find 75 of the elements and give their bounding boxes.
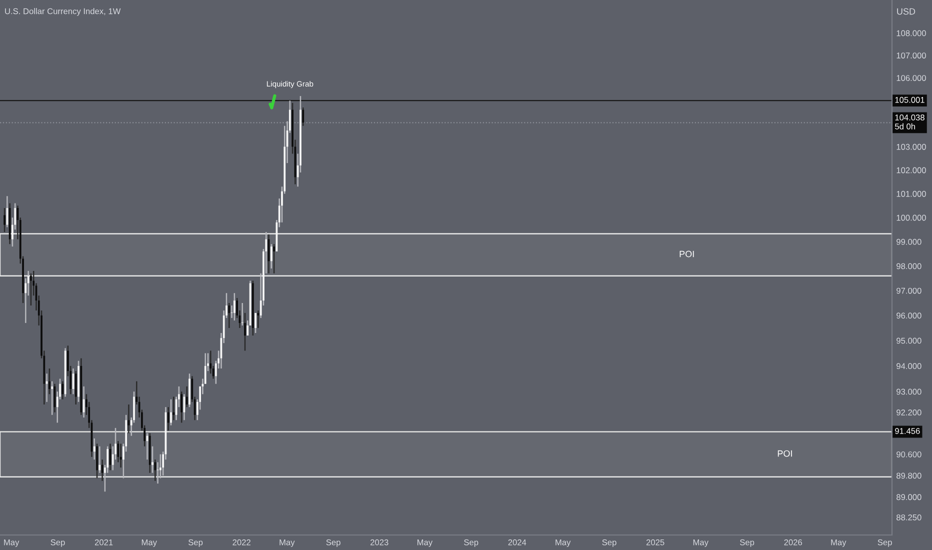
x-tick-label: Sep (602, 539, 616, 547)
candlestick (51, 380, 54, 416)
candlestick (154, 458, 156, 482)
x-tick-label: May (280, 539, 295, 547)
x-tick-label: Sep (188, 539, 203, 547)
candlestick (270, 243, 272, 270)
y-tick-label: 92.200 (896, 409, 922, 416)
candlestick (98, 446, 101, 474)
ref-line-label: 105.001 (895, 96, 924, 103)
x-tick-label: Sep (50, 539, 65, 547)
y-tick-label: 93.000 (896, 388, 922, 395)
ref-line-label: 91.456 (895, 428, 920, 434)
candlestick (152, 446, 154, 474)
y-tick-label: 97.000 (896, 288, 922, 294)
y-tick-label: 90.600 (896, 451, 922, 458)
x-tick-label: Sep (740, 539, 754, 547)
x-tick-label: 2025 (646, 539, 664, 546)
x-tick-label: 2024 (508, 539, 526, 546)
candlestick (233, 292, 236, 322)
candlestick (180, 390, 183, 424)
band-label: POI (778, 450, 792, 457)
candlestick (46, 372, 48, 403)
candlestick (74, 370, 77, 406)
x-tick-label: 2023 (370, 539, 388, 546)
y-tick-label: 89.000 (896, 494, 922, 500)
y-tick-label: 107.000 (896, 52, 926, 58)
y-tick-label: 102.000 (896, 167, 926, 174)
candlestick (48, 368, 50, 395)
candlestick (93, 438, 96, 460)
y-tick-label: 95.000 (896, 338, 922, 344)
candlestick (302, 106, 304, 126)
x-tick-label: May (556, 539, 571, 547)
x-tick-label: May (693, 539, 708, 547)
candlestick (228, 302, 230, 329)
candlestick (4, 207, 6, 233)
candlestick (188, 372, 190, 408)
candlestick (167, 406, 170, 432)
text: U.S. Dollar Currency Index, 1W (5, 8, 121, 16)
candlestick (30, 272, 32, 306)
candlestick (186, 386, 188, 408)
candlestick (96, 443, 98, 479)
candlestick (210, 350, 212, 374)
y-tick-label: 100.000 (896, 214, 926, 221)
x-tick-label: May (417, 539, 433, 547)
y-tick-label: 94.000 (896, 363, 922, 370)
y-tick-label: 103.000 (896, 144, 926, 150)
x-tick-label: Sep (878, 539, 892, 547)
x-tick-label: May (4, 539, 20, 547)
x-tick-label: 2022 (232, 539, 250, 546)
candlestick (172, 396, 175, 421)
x-tick-label: May (142, 539, 157, 547)
y-tick-label: 88.250 (896, 514, 922, 520)
candlestick (170, 398, 172, 426)
y-tick-label: 99.000 (896, 238, 922, 245)
x-tick-label: Sep (326, 539, 340, 547)
x-tick-label: 2026 (784, 539, 802, 546)
y-tick-label: 106.000 (896, 75, 926, 81)
y-tick-label: 96.000 (896, 312, 922, 319)
y-tick-label: 108.000 (896, 30, 926, 36)
y-tick-label: 98.000 (896, 263, 922, 270)
x-tick-label: 2021 (94, 539, 113, 546)
band-label: POI (680, 250, 694, 258)
y-tick-label: 89.800 (896, 472, 922, 479)
x-tick-label: May (831, 539, 846, 547)
candlestick (78, 360, 80, 403)
ref-line-label: 104.038 5d 0h (895, 114, 924, 130)
y-axis-title: USD (897, 8, 916, 15)
y-tick-label: 101.000 (896, 190, 926, 197)
candlestick (254, 312, 256, 334)
candlestick (244, 312, 246, 352)
candlestick (241, 302, 244, 326)
candlestick (6, 195, 8, 228)
candlestick (62, 380, 64, 400)
x-tick-label: Sep (464, 539, 478, 547)
candlestick (273, 243, 275, 274)
